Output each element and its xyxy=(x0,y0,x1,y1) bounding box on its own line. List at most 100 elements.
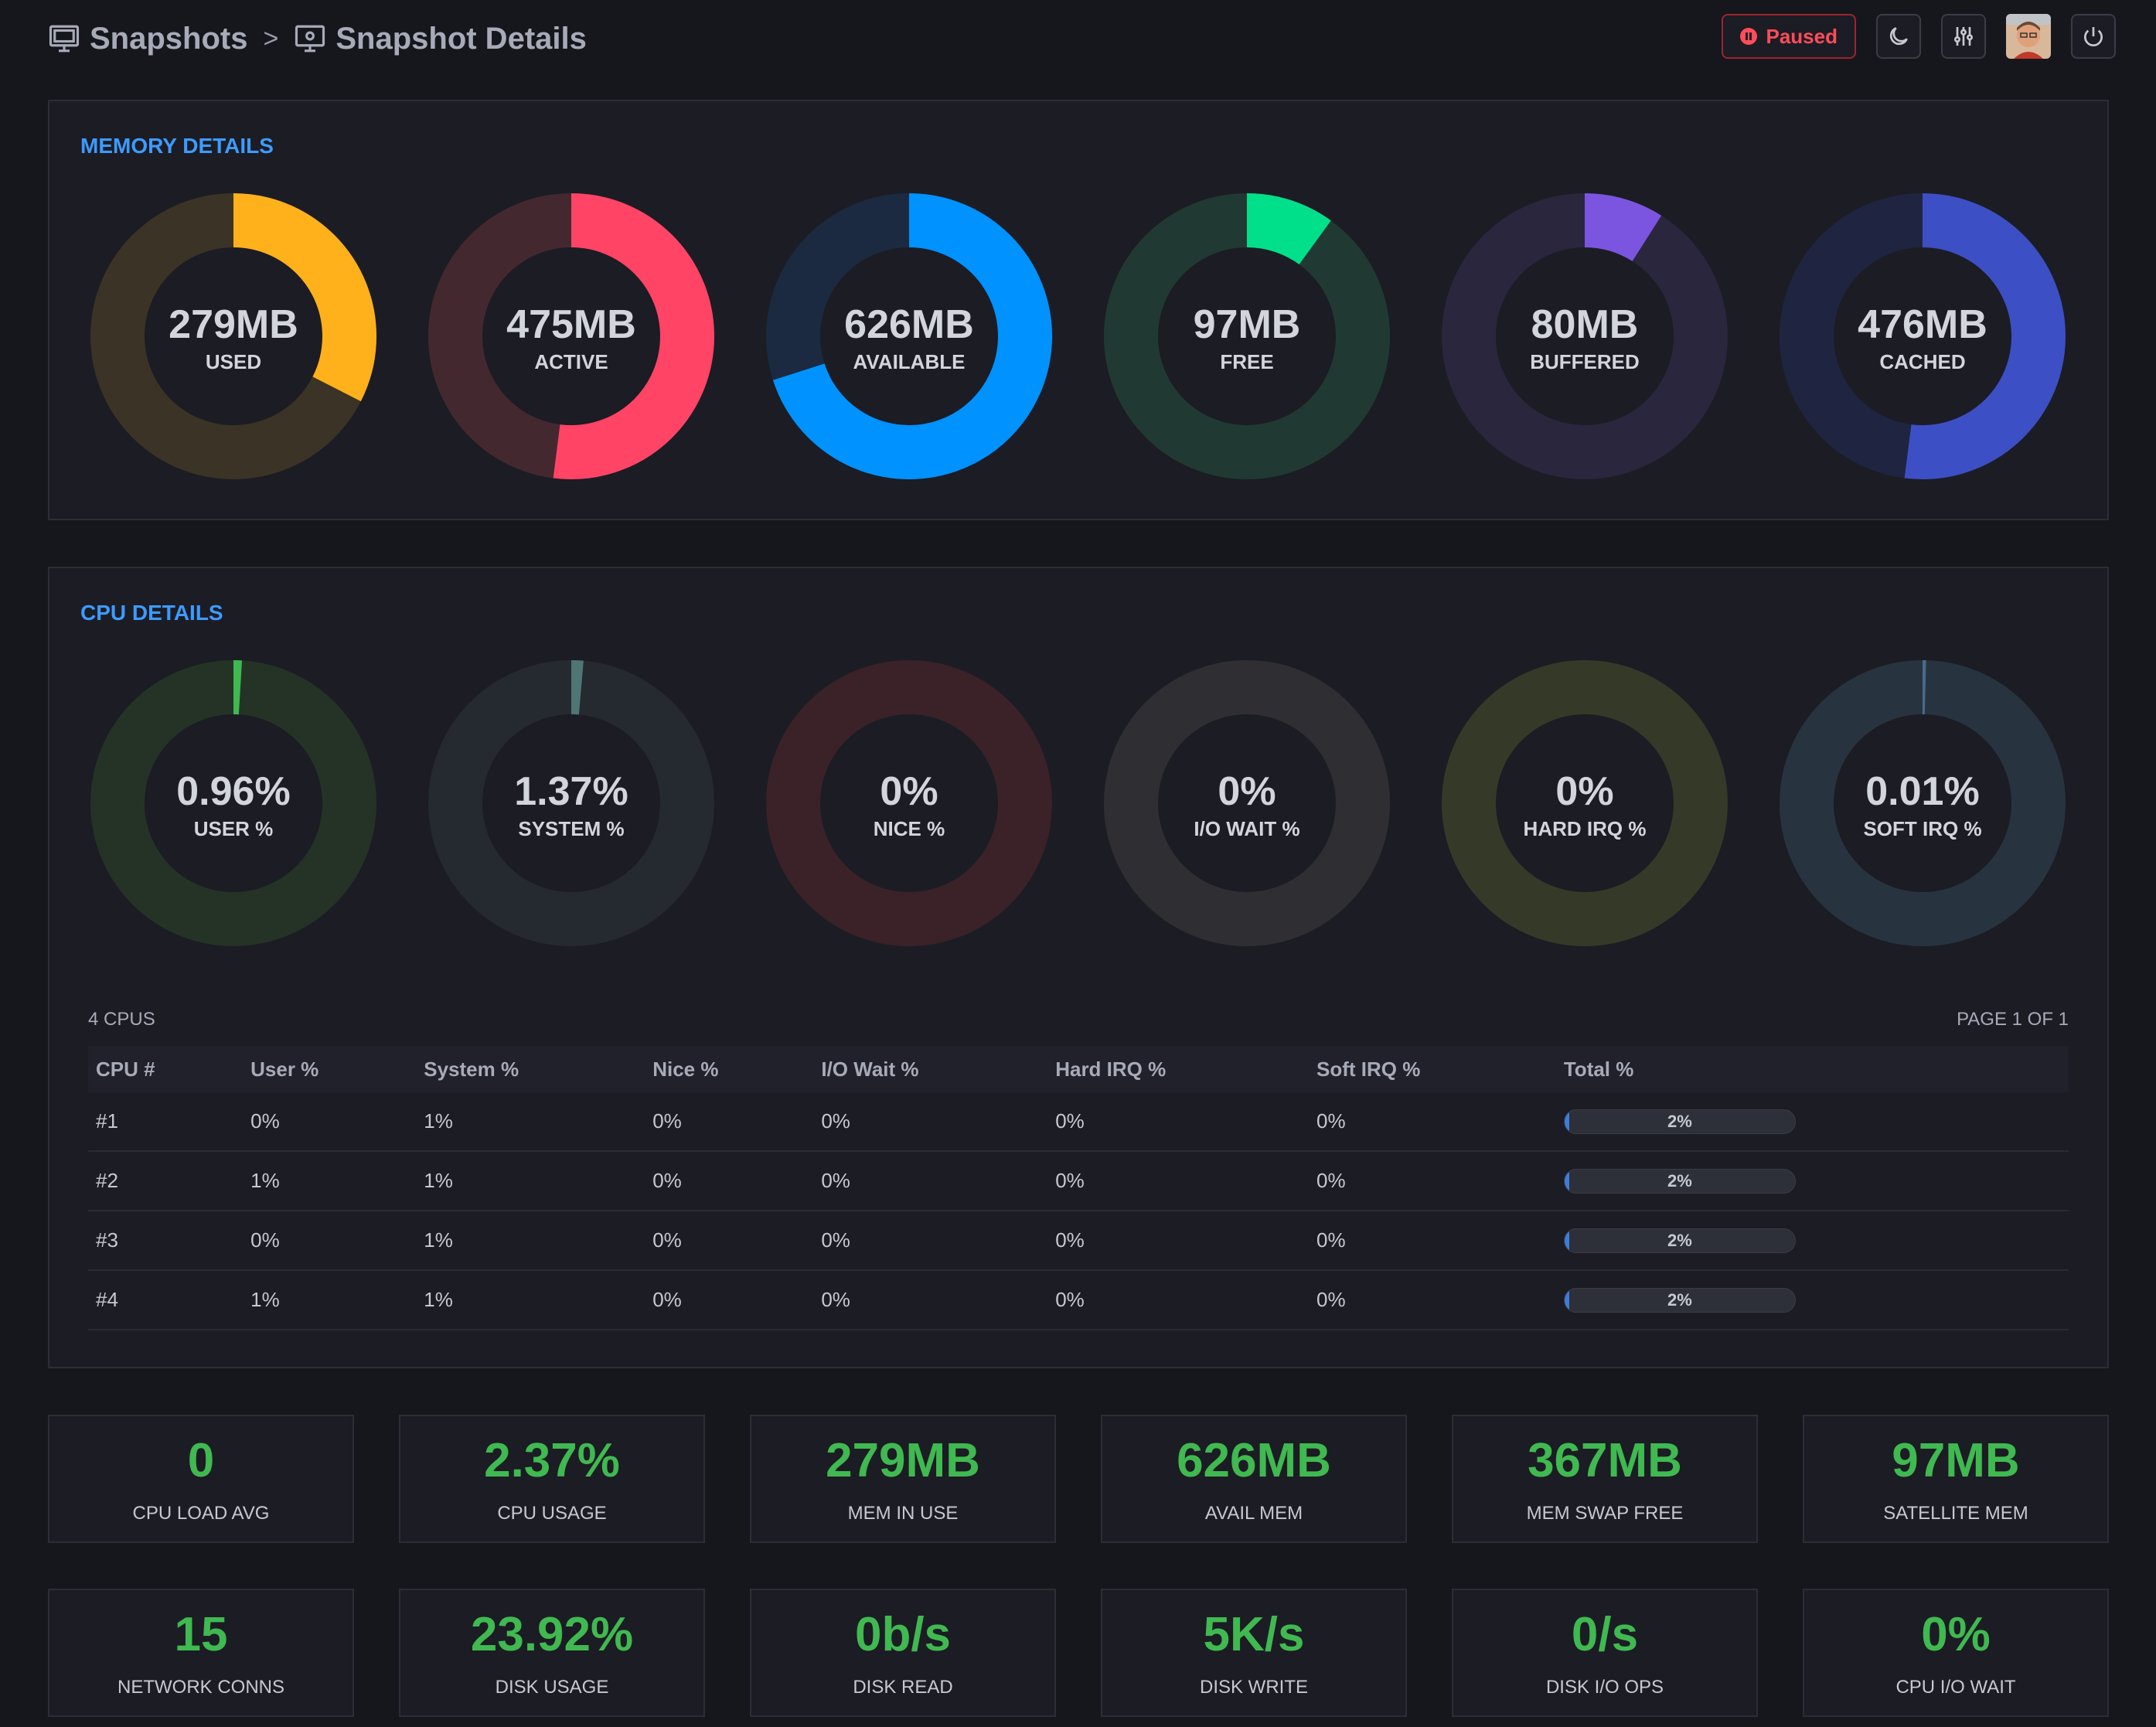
donut-chart xyxy=(1104,193,1390,479)
gauge-label: AVAILABLE xyxy=(853,350,966,373)
gauge-value: 0% xyxy=(880,769,938,814)
stat-card: 367MB MEM SWAP FREE xyxy=(1452,1415,1758,1543)
stat-label: CPU USAGE xyxy=(497,1503,607,1524)
memory-gauge: 279MB USED xyxy=(87,189,380,483)
col-system[interactable]: System % xyxy=(416,1046,645,1092)
cell-system: 1% xyxy=(416,1151,645,1211)
cell-hardirq: 0% xyxy=(1047,1270,1310,1330)
donut-arc xyxy=(1780,193,2066,479)
gauge-label: I/O WAIT % xyxy=(1194,817,1300,840)
stat-card: 279MB MEM IN USE xyxy=(750,1415,1056,1543)
col-cpu[interactable]: CPU # xyxy=(88,1046,244,1092)
col-nice[interactable]: Nice % xyxy=(645,1046,814,1092)
donut-arc xyxy=(428,193,714,479)
user-avatar[interactable] xyxy=(2006,14,2051,59)
breadcrumb-root-label: Snapshots xyxy=(90,21,248,56)
donut-track xyxy=(1104,660,1390,946)
cell-hardirq: 0% xyxy=(1047,1151,1310,1211)
stat-card: 0% CPU I/O WAIT xyxy=(1803,1589,2109,1717)
col-iowait[interactable]: I/O Wait % xyxy=(813,1046,1048,1092)
stat-label: DISK WRITE xyxy=(1199,1677,1308,1698)
theme-toggle-button[interactable] xyxy=(1876,14,1921,59)
gauge-label: FREE xyxy=(1220,350,1274,373)
breadcrumb: Snapshots > Snapshot Details xyxy=(48,17,587,60)
stat-card: 5K/s DISK WRITE xyxy=(1101,1589,1407,1717)
stat-card: 0b/s DISK READ xyxy=(750,1589,1056,1717)
cell-iowait: 0% xyxy=(813,1211,1048,1271)
col-user[interactable]: User % xyxy=(243,1046,417,1092)
progress-text: 2% xyxy=(1667,1170,1692,1191)
stat-value: 2.37% xyxy=(484,1434,620,1487)
gauge-label: SYSTEM % xyxy=(518,817,625,840)
cell-iowait: 0% xyxy=(813,1270,1048,1330)
donut-chart xyxy=(1780,193,2066,479)
donut-arc xyxy=(90,660,376,946)
cpu-panel: CPU DETAILS 0.96% USER % 1.37% SYSTEM % 0% NI… xyxy=(48,567,2109,1368)
stat-card: 2.37% CPU USAGE xyxy=(399,1415,705,1543)
stat-label: DISK USAGE xyxy=(495,1677,609,1698)
table-row[interactable]: #4 1% 1% 0% 0% 0% 0% 2% xyxy=(88,1270,2069,1330)
cell-hardirq: 0% xyxy=(1047,1092,1310,1152)
donut-arc xyxy=(1104,193,1390,479)
table-row[interactable]: #1 0% 1% 0% 0% 0% 0% 2% xyxy=(88,1092,2069,1152)
moon-icon xyxy=(1889,27,1908,46)
stat-value: 0/s xyxy=(1571,1608,1639,1661)
paused-button[interactable]: Paused xyxy=(1721,14,1856,59)
gauge-label: SOFT IRQ % xyxy=(1863,817,1982,840)
cpu-gauge: 0% I/O WAIT % xyxy=(1100,656,1394,950)
cpu-count: 4 CPUS xyxy=(88,1009,155,1030)
stat-label: NETWORK CONNS xyxy=(118,1677,284,1698)
donut-chart xyxy=(90,660,376,946)
gauge-label: BUFFERED xyxy=(1530,350,1640,373)
cpu-gauge: 0.96% USER % xyxy=(87,656,380,950)
gauge-label: NICE % xyxy=(873,817,945,840)
stat-label: DISK I/O OPS xyxy=(1545,1677,1664,1698)
cpu-gauge: 0% HARD IRQ % xyxy=(1438,656,1732,950)
donut-chart xyxy=(1104,660,1390,946)
col-hardirq[interactable]: Hard IRQ % xyxy=(1047,1046,1310,1092)
table-row[interactable]: #2 1% 1% 0% 0% 0% 0% 2% xyxy=(88,1151,2069,1211)
donut-arc xyxy=(90,193,376,479)
cell-user: 1% xyxy=(243,1270,417,1330)
cell-user: 0% xyxy=(243,1211,417,1271)
table-header-row: CPU # User % System % Nice % I/O Wait % … xyxy=(88,1046,2069,1092)
total-progress-bar: 2% xyxy=(1563,1287,1796,1313)
stat-label: CPU LOAD AVG xyxy=(132,1503,270,1524)
cell-user: 0% xyxy=(243,1092,417,1152)
donut-chart xyxy=(1780,660,2066,946)
cell-total: 2% xyxy=(1555,1092,2069,1152)
donut-chart xyxy=(1442,193,1728,479)
table-meta: 4 CPUS PAGE 1 OF 1 xyxy=(88,1009,2069,1030)
cell-nice: 0% xyxy=(645,1092,814,1152)
breadcrumb-snapshots[interactable]: Snapshots xyxy=(48,22,247,56)
donut-arc xyxy=(428,660,714,946)
cell-iowait: 0% xyxy=(813,1151,1048,1211)
gauge-value: 0.01% xyxy=(1865,769,1980,814)
cpu-gauge: 1.37% SYSTEM % xyxy=(424,656,718,950)
donut-track xyxy=(1442,660,1728,946)
stat-value: 279MB xyxy=(826,1434,980,1487)
monitor-icon xyxy=(49,25,80,53)
gauge-value: 80MB xyxy=(1531,302,1639,347)
col-softirq[interactable]: Soft IRQ % xyxy=(1309,1046,1556,1092)
cell-user: 1% xyxy=(243,1151,417,1211)
settings-button[interactable] xyxy=(1941,14,1986,59)
paused-label: Paused xyxy=(1766,24,1838,48)
cell-nice: 0% xyxy=(645,1151,814,1211)
cpu-gauge: 0% NICE % xyxy=(762,656,1056,950)
gauge-value: 0.96% xyxy=(176,769,291,814)
col-total[interactable]: Total % xyxy=(1555,1046,2069,1092)
memory-gauge: 475MB ACTIVE xyxy=(424,189,718,483)
stat-label: MEM SWAP FREE xyxy=(1526,1503,1684,1524)
cell-nice: 0% xyxy=(645,1270,814,1330)
page-indicator: PAGE 1 OF 1 xyxy=(1957,1009,2069,1030)
table-row[interactable]: #3 0% 1% 0% 0% 0% 0% 2% xyxy=(88,1211,2069,1271)
cell-cpu: #4 xyxy=(88,1270,244,1330)
donut-arc xyxy=(1442,193,1728,479)
gauge-value: 97MB xyxy=(1193,302,1301,347)
power-button[interactable] xyxy=(2071,14,2116,59)
memory-title: MEMORY DETAILS xyxy=(80,134,274,158)
donut-chart xyxy=(1442,660,1728,946)
memory-gauge: 80MB BUFFERED xyxy=(1438,189,1732,483)
sliders-icon xyxy=(1954,27,1973,46)
